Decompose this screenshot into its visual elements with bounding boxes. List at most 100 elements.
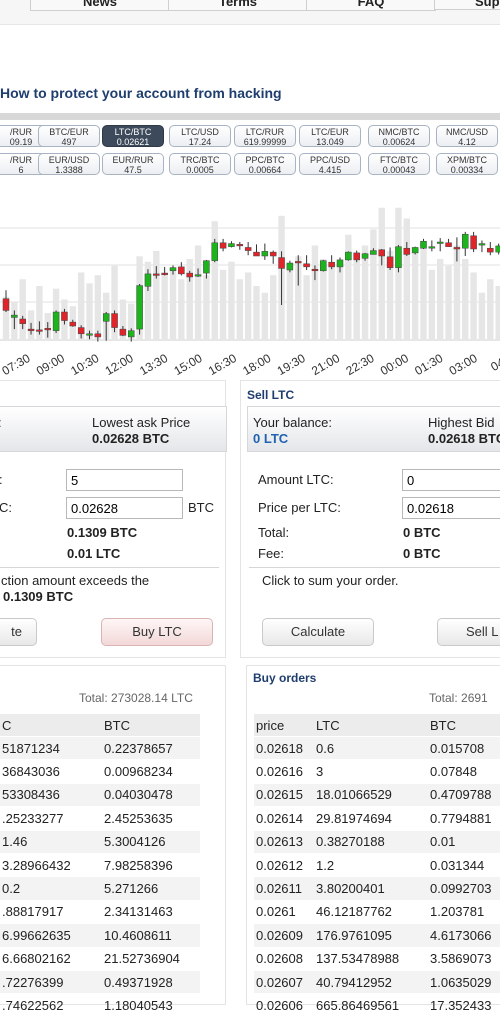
table-row[interactable]: 0.02608 137.53478988 3.5869073	[254, 947, 500, 971]
table-row[interactable]: 0.02616 3 0.07848	[254, 759, 500, 784]
table-row[interactable]: 0.02607 40.79412952 1.0635029	[254, 970, 500, 995]
ask-label: Lowest ask Price	[92, 415, 191, 430]
volume-bar	[378, 207, 385, 340]
table-row[interactable]: .88817917 2.34131463	[0, 900, 200, 925]
pair-button[interactable]: LTC/USD 17.24	[169, 125, 231, 147]
x-tick-label: 12:00	[103, 351, 136, 378]
pair-name: XPM/BTC	[446, 155, 487, 165]
candle-body	[119, 328, 127, 336]
nav-tab-terms[interactable]: Terms	[168, 0, 308, 11]
table-cell: 0.02612	[254, 853, 314, 878]
pair-button[interactable]: LTC/RUR 619.99999	[234, 125, 296, 147]
table-cell: 3	[314, 759, 428, 784]
candle-body	[178, 266, 185, 275]
table-row[interactable]: 0.02615 18.01066529 0.4709788	[254, 783, 500, 808]
table-row[interactable]: 0.02609 176.9761095 4.6173066	[254, 923, 500, 948]
pair-button[interactable]: LTC/BTC 0.02621	[102, 125, 164, 147]
candle-body	[428, 246, 436, 249]
price-label: C:	[0, 500, 12, 515]
volume-bar	[445, 265, 452, 340]
balance-value[interactable]: 0 LTC	[253, 431, 289, 446]
candle-body	[94, 333, 102, 338]
pair-button[interactable]: PPC/USD 4.415	[299, 153, 361, 175]
table-row[interactable]: .72276399 0.49371928	[0, 970, 200, 995]
table-row[interactable]: 6.99662635 10.4608611	[0, 923, 200, 948]
nav-tab-news[interactable]: News	[30, 0, 170, 11]
sell-amount-input[interactable]	[402, 469, 500, 491]
table-row[interactable]: 0.2 5.271266	[0, 876, 200, 901]
volume-bar	[411, 252, 419, 340]
table-row[interactable]: 6.66802162 21.52736904	[0, 947, 200, 971]
volume-bar	[361, 245, 369, 340]
volume-bar	[303, 275, 310, 340]
table-cell: .25233277	[0, 806, 102, 831]
table-row[interactable]: 0.02613 0.38270188 0.01	[254, 830, 500, 854]
pair-button[interactable]: EUR/USD 1.3388	[38, 153, 100, 175]
table-cell: 1.2	[314, 853, 428, 878]
divider	[0, 567, 219, 568]
pair-button[interactable]: FTC/BTC 0.00043	[368, 153, 430, 175]
pair-name: BTC/EUR	[49, 127, 89, 137]
pair-button[interactable]: PPC/BTC 0.00664	[234, 153, 296, 175]
table-row[interactable]: 53308436 0.04030478	[0, 783, 200, 808]
calculate-button[interactable]: te	[0, 618, 37, 646]
candle-body	[244, 247, 252, 251]
volume-bar	[462, 259, 469, 340]
table-row[interactable]: 51871234 0.22378657	[0, 736, 200, 761]
candle-body	[77, 327, 85, 335]
sell-ltc-button[interactable]: Sell L	[437, 618, 500, 646]
table-cell: 1.203781	[428, 900, 500, 925]
candle-body	[153, 273, 160, 276]
table-row[interactable]: .74622562 1.18040543	[0, 993, 200, 1018]
table-row[interactable]: .25233277 2.45253635	[0, 806, 200, 831]
volume-bar	[320, 259, 327, 340]
pair-button[interactable]: BTC/EUR 497	[38, 125, 100, 147]
pair-name: LTC/USD	[181, 127, 219, 137]
volume-bar	[420, 242, 427, 340]
pair-button[interactable]: LTC/EUR 13.049	[299, 125, 361, 147]
table-row[interactable]: 0.02612 1.2 0.031344	[254, 853, 500, 878]
x-tick-label: 13:30	[137, 351, 170, 378]
table-row[interactable]: 3.28966432 7.98258396	[0, 853, 200, 878]
table-cell: 0.02616	[254, 759, 314, 784]
pair-price: 47.5	[124, 165, 142, 175]
volume-bar	[428, 269, 436, 340]
buy-price-input[interactable]	[66, 497, 183, 519]
nav-tab-faq[interactable]: FAQ	[306, 0, 436, 11]
candle-body	[211, 242, 218, 261]
table-row[interactable]: 0.0261 46.12187762 1.203781	[254, 900, 500, 925]
buy-total-value: 0.1309 BTC	[67, 525, 138, 540]
x-tick-label: 18:00	[240, 351, 273, 378]
table-row[interactable]: 0.02618 0.6 0.015708	[254, 736, 500, 761]
buy-amount-input[interactable]	[66, 469, 183, 491]
table-cell: 5.3004126	[102, 830, 200, 854]
table-cell: .74622562	[0, 993, 102, 1018]
candle-body	[411, 247, 419, 254]
pair-button[interactable]: XPM/BTC 0.00334	[436, 153, 498, 175]
table-cell: 3.80200401	[314, 876, 428, 901]
sell-orders-table: C BTC 51871234 0.22378657 36843036 0.009682…	[0, 714, 200, 1018]
sell-calculate-button[interactable]: Calculate	[262, 618, 374, 646]
table-cell: 0.6	[314, 736, 428, 761]
buy-ltc-button[interactable]: Buy LTC	[101, 618, 213, 646]
volume-bar	[295, 256, 302, 340]
table-row[interactable]: 36843036 0.00968234	[0, 759, 200, 784]
table-row[interactable]: 0.02606 665.86469561 17.352433	[254, 993, 500, 1018]
table-row[interactable]: 0.02611 3.80200401 0.0992703	[254, 876, 500, 901]
table-row[interactable]: 1.46 5.3004126	[0, 830, 200, 854]
announcement-link[interactable]: How to protect your account from hacking	[0, 85, 282, 101]
price-unit: BTC	[188, 500, 214, 515]
pair-name: /RUR	[10, 127, 32, 137]
table-cell: 0.7794881	[428, 806, 500, 831]
table-row[interactable]: 0.02614 29.81974694 0.7794881	[254, 806, 500, 831]
nav-tab-support[interactable]: Sup	[434, 0, 500, 10]
top-nav: News Terms FAQ Sup	[0, 0, 500, 24]
pair-button[interactable]: EUR/RUR 47.5	[102, 153, 164, 175]
pair-button[interactable]: NMC/BTC 0.00624	[368, 125, 430, 147]
column-header: LTC	[314, 714, 428, 737]
pair-button[interactable]: NMC/USD 4.12	[436, 125, 498, 147]
sell-price-input[interactable]	[402, 497, 500, 519]
pair-button[interactable]: TRC/BTC 0.0005	[169, 153, 231, 175]
table-cell: 3.5869073	[428, 947, 500, 971]
x-tick-label: 00:00	[378, 351, 411, 378]
